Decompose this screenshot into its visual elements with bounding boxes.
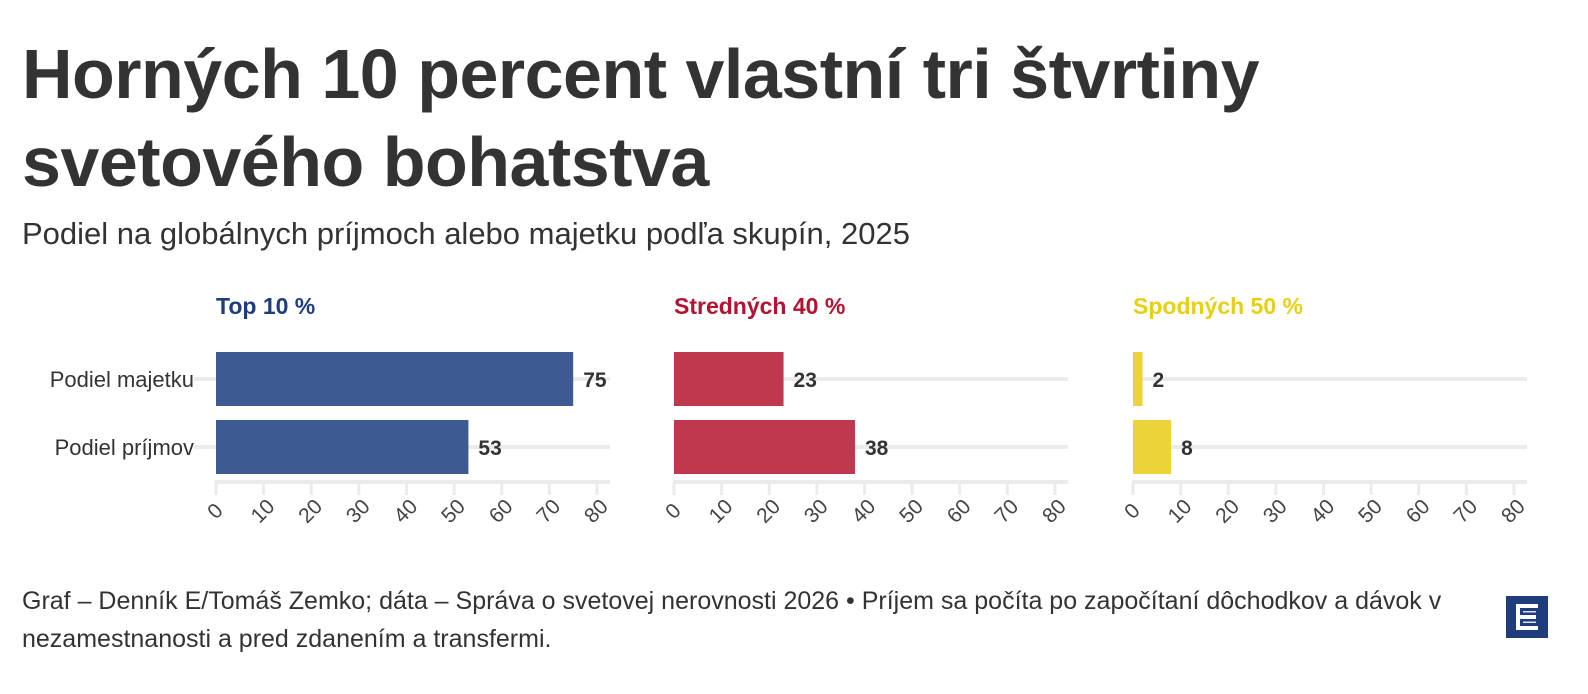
source-notes: Graf – Denník E/Tomáš Zemko; dáta – Sprá… bbox=[22, 587, 1442, 653]
logo-e-icon bbox=[1516, 604, 1538, 630]
x-tick-label: 80 bbox=[580, 495, 613, 528]
value-label: 23 bbox=[794, 369, 817, 392]
x-tick bbox=[1512, 482, 1516, 495]
x-tick-label: 80 bbox=[1497, 495, 1530, 528]
panel-title: Stredných 40 % bbox=[674, 293, 845, 319]
x-tick bbox=[1322, 482, 1325, 495]
chart-title: Horných 10 percent vlastní tri štvrtiny … bbox=[22, 35, 1260, 201]
x-tick-label: 40 bbox=[1307, 495, 1340, 528]
x-tick bbox=[767, 482, 771, 495]
x-tick bbox=[910, 482, 914, 495]
value-label: 38 bbox=[865, 437, 889, 460]
x-tick-label: 70 bbox=[990, 495, 1023, 528]
value-label: 2 bbox=[1153, 369, 1165, 392]
x-tick bbox=[1226, 482, 1230, 495]
x-tick bbox=[214, 482, 218, 495]
category-label: Podiel príjmov bbox=[55, 435, 194, 460]
bar bbox=[216, 352, 574, 406]
x-tick bbox=[500, 482, 504, 495]
x-tick bbox=[1274, 482, 1278, 495]
panel-title: Top 10 % bbox=[216, 293, 315, 319]
bar bbox=[674, 352, 784, 406]
x-tick-label: 70 bbox=[532, 495, 565, 528]
panel-title: Spodných 50 % bbox=[1133, 293, 1303, 319]
x-tick bbox=[1464, 482, 1468, 495]
x-tick-label: 40 bbox=[848, 495, 881, 528]
x-tick bbox=[452, 482, 456, 495]
small-multiples-bar-chart: Podiel majetku Podiel príjmov Top 10 % 0 10 2… bbox=[50, 293, 1530, 528]
x-axis-line bbox=[215, 480, 610, 484]
gridline bbox=[1133, 445, 1527, 449]
x-tick-label: 0 bbox=[661, 499, 686, 524]
x-tick-label: 60 bbox=[485, 495, 518, 528]
x-tick bbox=[547, 482, 551, 495]
x-tick bbox=[958, 482, 962, 495]
x-tick bbox=[262, 482, 266, 495]
x-tick-label: 40 bbox=[390, 495, 423, 528]
x-tick-label: 10 bbox=[1164, 495, 1197, 528]
x-tick bbox=[357, 482, 361, 495]
x-tick-label: 30 bbox=[1259, 495, 1292, 528]
x-tick-label: 50 bbox=[437, 495, 470, 528]
x-tick bbox=[672, 482, 676, 495]
bar bbox=[1133, 352, 1143, 406]
x-axis-line bbox=[1132, 480, 1527, 484]
x-tick bbox=[1179, 482, 1183, 495]
x-tick-label: 20 bbox=[752, 495, 785, 528]
x-tick bbox=[815, 482, 819, 495]
panel-3: Spodných 50 % 0 10 20 30 40 50 60 70 80 2 8 bbox=[1120, 293, 1530, 528]
value-label: 75 bbox=[583, 369, 607, 392]
x-tick-label: 20 bbox=[1211, 495, 1244, 528]
x-tick bbox=[595, 482, 599, 495]
x-tick bbox=[1417, 482, 1421, 495]
panel-2: Stredných 40 % 0 10 20 30 40 50 60 70 80 23 38 bbox=[661, 293, 1071, 528]
denník-e-logo bbox=[1506, 596, 1548, 638]
x-tick-label: 30 bbox=[800, 495, 833, 528]
gridline bbox=[674, 445, 1068, 449]
x-tick bbox=[863, 482, 866, 495]
value-label: 8 bbox=[1181, 437, 1193, 460]
x-tick-label: 20 bbox=[294, 495, 327, 528]
panel-1: Top 10 % 0 10 20 30 40 50 60 70 80 75 53 bbox=[194, 293, 613, 528]
x-tick-label: 80 bbox=[1038, 495, 1071, 528]
bar bbox=[1133, 420, 1172, 474]
category-label: Podiel majetku bbox=[50, 367, 194, 392]
x-tick bbox=[1005, 482, 1009, 495]
x-tick bbox=[1369, 482, 1373, 495]
value-label: 53 bbox=[478, 437, 501, 460]
x-tick-label: 0 bbox=[1120, 499, 1145, 524]
x-tick-label: 60 bbox=[943, 495, 976, 528]
x-tick bbox=[309, 482, 313, 495]
gridline bbox=[1133, 377, 1527, 381]
x-tick-label: 10 bbox=[705, 495, 738, 528]
x-tick bbox=[1053, 482, 1057, 495]
x-tick bbox=[720, 482, 724, 495]
x-axis-line bbox=[673, 480, 1068, 484]
bar bbox=[216, 420, 469, 474]
x-tick-label: 50 bbox=[895, 495, 928, 528]
x-tick-label: 30 bbox=[342, 495, 375, 528]
x-tick-label: 50 bbox=[1354, 495, 1387, 528]
chart-subtitle: Podiel na globálnych príjmoch alebo maje… bbox=[22, 216, 910, 251]
x-tick-label: 60 bbox=[1402, 495, 1435, 528]
x-tick-label: 70 bbox=[1449, 495, 1482, 528]
bar bbox=[674, 420, 855, 474]
x-tick bbox=[1131, 482, 1135, 495]
x-tick-label: 10 bbox=[247, 495, 280, 528]
x-tick bbox=[405, 482, 408, 495]
x-tick-label: 0 bbox=[203, 499, 228, 524]
gridline bbox=[674, 377, 1068, 381]
